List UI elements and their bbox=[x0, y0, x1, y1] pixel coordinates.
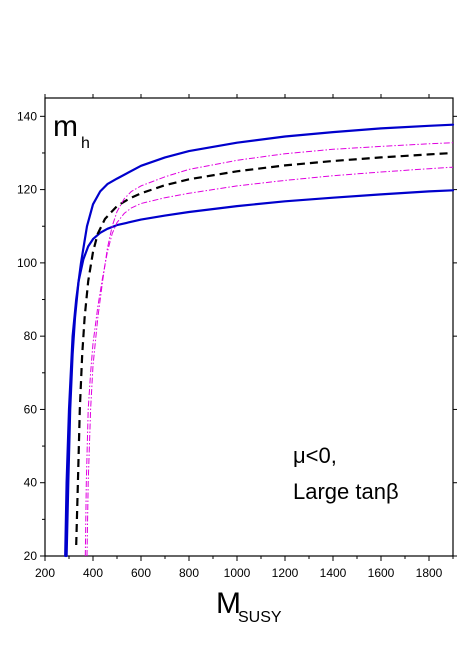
plot-area-border bbox=[44, 97, 454, 557]
x-tick-label: 1600 bbox=[368, 566, 395, 580]
series-line-magenta-outer bbox=[86, 142, 454, 557]
annotation-large-tanbeta: Large tanβ bbox=[293, 479, 399, 504]
series-line-black-dashed bbox=[75, 151, 454, 546]
x-axis-ticks: 200 400 600 800 1000 1200 1400 1600 1800 bbox=[35, 94, 454, 580]
series-group bbox=[64, 123, 455, 558]
x-tick-label: 1000 bbox=[224, 566, 251, 580]
x-tick-label: 400 bbox=[83, 566, 103, 580]
y-tick-label: 100 bbox=[17, 256, 37, 270]
x-tick-label: 1200 bbox=[272, 566, 299, 580]
annotation-sign-mu: μ<0, bbox=[293, 443, 337, 468]
x-tick-label: 600 bbox=[131, 566, 151, 580]
y-tick-label: 120 bbox=[17, 183, 37, 197]
x-tick-label: 200 bbox=[35, 566, 55, 580]
x-tick-label: 800 bbox=[179, 566, 199, 580]
y-tick-label: 60 bbox=[24, 402, 38, 416]
x-tick-label: 1800 bbox=[416, 566, 443, 580]
y-axis-label-sub: h bbox=[81, 135, 90, 152]
plot-frame bbox=[44, 97, 454, 557]
x-axis-label-sub: SUSY bbox=[238, 609, 282, 626]
series-line-blue-lower bbox=[65, 189, 455, 558]
x-axis-label-main: M bbox=[216, 587, 241, 620]
y-tick-label: 140 bbox=[17, 109, 37, 123]
y-axis-ticks: 20 40 60 80 100 120 140 bbox=[17, 109, 457, 563]
y-axis-label-main: m bbox=[53, 110, 78, 143]
y-tick-label: 40 bbox=[24, 476, 38, 490]
x-tick-label: 1400 bbox=[320, 566, 347, 580]
y-tick-label: 20 bbox=[24, 549, 38, 563]
y-tick-label: 80 bbox=[24, 329, 38, 343]
series-line-magenta-inner bbox=[84, 166, 454, 557]
